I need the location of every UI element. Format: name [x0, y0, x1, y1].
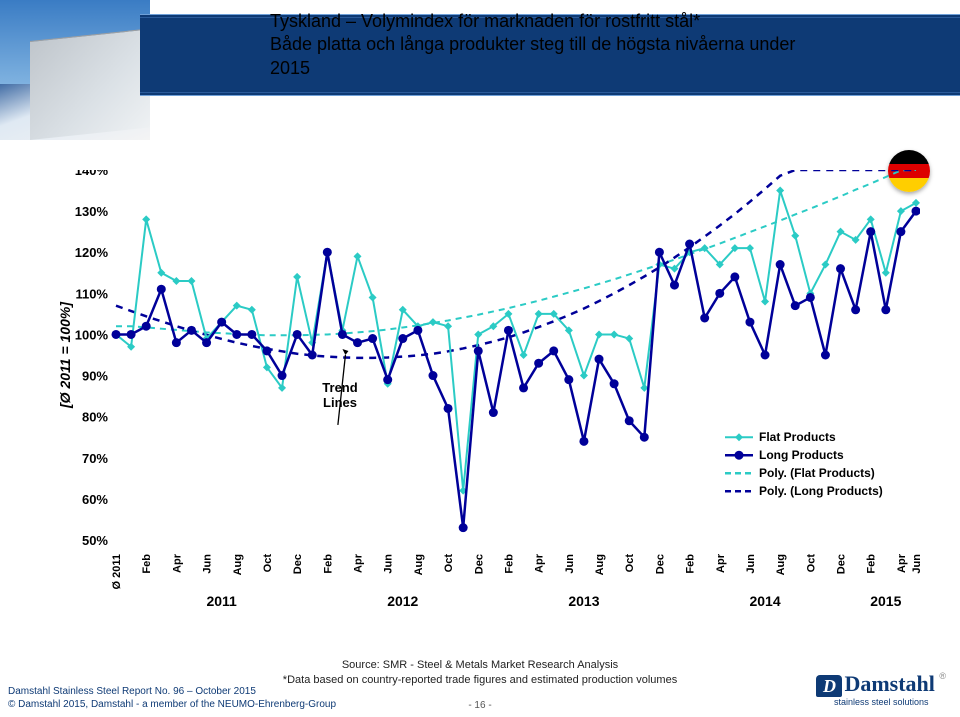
logo-d-icon: D — [816, 675, 842, 697]
header-photo — [0, 0, 150, 140]
title-line-2: Både platta och långa produkter steg til… — [270, 33, 795, 56]
footer-left-line-1: Damstahl Stainless Steel Report No. 96 –… — [8, 685, 336, 698]
svg-text:2014: 2014 — [749, 593, 780, 609]
svg-text:Jun: Jun — [564, 554, 576, 574]
footer: Source: SMR - Steel & Metals Market Rese… — [0, 657, 960, 717]
svg-text:[Ø 2011 = 100%]: [Ø 2011 = 100%] — [60, 301, 73, 409]
flag-stripe-1 — [888, 150, 930, 164]
svg-text:2012: 2012 — [387, 593, 418, 609]
svg-text:2013: 2013 — [568, 593, 599, 609]
svg-text:Aug: Aug — [232, 554, 244, 575]
registered-mark: ® — [939, 671, 946, 681]
svg-text:70%: 70% — [82, 451, 108, 466]
svg-text:60%: 60% — [82, 492, 108, 507]
chart: 50% 60% 70% 80% 90% 100% 110% 120% 130% 140% [Ø 20… — [60, 170, 920, 620]
svg-text:Dec: Dec — [473, 554, 485, 574]
title-line-1: Tyskland – Volymindex för marknaden för … — [270, 10, 795, 33]
svg-text:110%: 110% — [75, 286, 108, 301]
svg-text:Dec: Dec — [654, 554, 666, 574]
svg-text:Dec: Dec — [836, 554, 848, 574]
svg-text:Apr: Apr — [353, 553, 365, 573]
slide-title: Tyskland – Volymindex för marknaden för … — [270, 10, 795, 80]
svg-text:Feb: Feb — [322, 554, 334, 574]
svg-text:Long Products: Long Products — [759, 448, 844, 462]
svg-text:Oct: Oct — [805, 554, 817, 573]
trend-annotation-text-1: Trend — [322, 380, 357, 395]
svg-text:Oct: Oct — [624, 554, 636, 573]
brand-tagline: stainless steel solutions — [816, 697, 946, 707]
svg-text:Jun: Jun — [745, 554, 757, 574]
svg-text:90%: 90% — [82, 369, 108, 384]
svg-text:Feb: Feb — [503, 554, 515, 574]
svg-text:Aug: Aug — [594, 554, 606, 575]
svg-text:Aug: Aug — [413, 554, 425, 575]
trend-lines-annotation: Trend Lines — [314, 380, 366, 410]
svg-text:Poly. (Flat Products): Poly. (Flat Products) — [759, 466, 875, 480]
svg-text:Feb: Feb — [685, 554, 697, 574]
svg-text:Oct: Oct — [262, 554, 274, 573]
svg-text:100%: 100% — [75, 327, 109, 342]
svg-text:Apr: Apr — [715, 553, 727, 573]
chart-svg: 50% 60% 70% 80% 90% 100% 110% 120% 130% 140% [Ø 20… — [60, 170, 920, 620]
svg-text:2011: 2011 — [206, 593, 237, 609]
svg-text:2015: 2015 — [870, 593, 901, 609]
slide-header: Tyskland – Volymindex för marknaden för … — [0, 0, 960, 140]
svg-text:Ø 2011: Ø 2011 — [111, 554, 123, 589]
trend-annotation-text-2: Lines — [323, 395, 357, 410]
svg-text:130%: 130% — [75, 204, 109, 219]
svg-text:Jun: Jun — [202, 554, 214, 574]
svg-text:Flat Products: Flat Products — [759, 430, 836, 444]
svg-text:Dec: Dec — [292, 554, 304, 574]
svg-text:Apr: Apr — [896, 553, 908, 573]
svg-text:Apr: Apr — [171, 553, 183, 573]
svg-text:Aug: Aug — [775, 554, 787, 575]
svg-text:Feb: Feb — [866, 554, 878, 574]
svg-text:80%: 80% — [82, 410, 108, 425]
svg-text:Oct: Oct — [443, 554, 455, 573]
svg-text:Feb: Feb — [141, 554, 153, 574]
brand-name: Damstahl — [844, 671, 934, 696]
svg-text:Apr: Apr — [534, 553, 546, 573]
svg-text:Jun: Jun — [911, 554, 920, 574]
brand-logo: DDamstahl ® stainless steel solutions — [816, 671, 946, 707]
svg-text:Poly. (Long Products): Poly. (Long Products) — [759, 484, 883, 498]
title-line-3: 2015 — [270, 57, 795, 80]
svg-text:50%: 50% — [82, 533, 108, 548]
svg-text:Jun: Jun — [383, 554, 395, 574]
svg-text:140%: 140% — [75, 170, 109, 178]
svg-text:120%: 120% — [75, 245, 109, 260]
